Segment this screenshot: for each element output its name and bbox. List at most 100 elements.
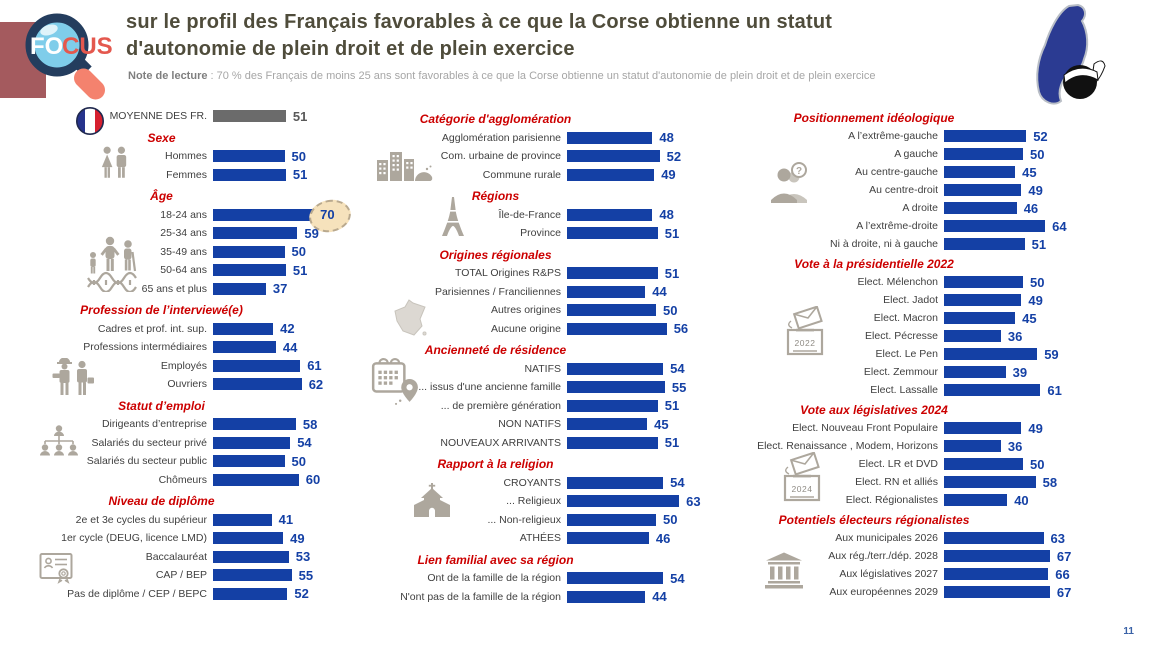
bar-value: 54 <box>670 361 685 377</box>
bar-value: 46 <box>1023 200 1039 216</box>
bar-label: Com. urbaine de province <box>440 150 561 163</box>
bar-row: ATHÉES 46 <box>366 529 701 548</box>
calendar-pin-icon <box>371 354 419 406</box>
bar <box>213 341 276 354</box>
bar-row: Elect. Nouveau Front Populaire 49 <box>746 419 1071 437</box>
bar-value: 51 <box>664 398 680 414</box>
institution-icon <box>764 552 804 589</box>
bar-row: Aux rég./terr./dép. 2028 67 <box>746 547 1071 565</box>
bar-row: 65 ans et plus 37 <box>52 280 335 299</box>
bar <box>944 384 1041 396</box>
bar-value: 58 <box>1042 474 1058 490</box>
bar <box>567 322 667 335</box>
bar <box>567 418 648 431</box>
bar <box>567 168 655 181</box>
bar <box>213 436 291 449</box>
bar <box>567 227 658 240</box>
page-title-line2: d'autonomie de plein droit et de plein e… <box>126 38 575 60</box>
column-sociodemo: MOYENNE DES FR. 51 Sexe Hommes 50 Femmes 51 Âge… <box>52 107 335 604</box>
city-icon <box>375 147 433 183</box>
bar-label: 50-64 ans <box>160 264 207 277</box>
bar-label: Dirigeants d’entreprise <box>101 418 207 431</box>
bar-row: Commune rurale 49 <box>366 166 701 185</box>
category-header-label: Profession de l’interviewé(e) <box>80 303 243 318</box>
bar-row: Ouvriers 62 <box>52 375 335 394</box>
bar-label: Salariés du secteur public <box>86 455 207 468</box>
category-header-label: Niveau de diplôme <box>108 494 215 509</box>
bar-label: Elect. RN et alliés <box>855 476 938 488</box>
bar-row: A l’extrême-droite 64 <box>746 217 1071 235</box>
reading-note-label: Note de lecture <box>128 70 208 82</box>
bar-row: Au centre-droit 49 <box>746 181 1071 199</box>
bar-value: 52 <box>1033 128 1048 144</box>
bar-row: A droite 46 <box>746 199 1071 217</box>
bar-value: 44 <box>652 284 667 300</box>
page-title-line1: sur le profil des Français favorables à … <box>126 11 833 33</box>
bar <box>567 304 656 317</box>
bar-row: Elect. Lassalle 61 <box>746 381 1071 399</box>
bar <box>944 458 1023 470</box>
bar-value: 60 <box>305 472 321 488</box>
bar-label: Agglomération parisienne <box>441 131 561 144</box>
workers-icon <box>50 358 94 398</box>
bar <box>944 148 1023 160</box>
bar-value: 36 <box>1007 328 1023 344</box>
bar-row: Agglomération parisienne 48 <box>366 129 701 148</box>
bar-label: Aux européennes 2029 <box>829 586 938 598</box>
bar-label: ... Religieux <box>506 495 561 508</box>
bar-label: Parisiennes / Franciliennes <box>434 285 561 298</box>
category-header-label: Vote à la présidentielle 2022 <box>794 257 954 271</box>
bar <box>944 220 1046 232</box>
bar-label: CAP / BEP <box>155 569 207 582</box>
bar-value: 55 <box>671 379 687 395</box>
bar-row: Au centre-gauche 45 <box>746 163 1071 181</box>
bar-row: NOUVEAUX ARRIVANTS 51 <box>366 434 701 453</box>
bar-label: NON NATIFS <box>498 418 561 431</box>
bar-label: Elect. Macron <box>873 312 938 324</box>
bar-value: 58 <box>302 416 318 432</box>
bar-value: 50 <box>1030 274 1045 290</box>
bar-row: Salariés du secteur privé 54 <box>52 434 335 453</box>
bar <box>567 436 658 449</box>
bar-row: ... de première génération 51 <box>366 397 701 416</box>
bar-row: N'ont pas de la famille de la région 44 <box>366 588 701 607</box>
bar-value: 63 <box>686 493 701 509</box>
bar <box>213 208 314 221</box>
ballot-box-2022-icon: 2022 <box>780 306 830 358</box>
column-politique: Positionnement idéologique A l’extrême-ga… <box>746 107 1071 601</box>
bar-row: Elect. RN et alliés 58 <box>746 473 1071 491</box>
category-header: Ancienneté de résidence <box>366 341 701 360</box>
bar <box>944 348 1038 360</box>
bar-label: Elect. Jadot <box>883 294 938 306</box>
bar <box>567 399 658 412</box>
bar-value: 51 <box>292 262 308 278</box>
bar <box>213 245 285 258</box>
bar-label: Elect. Le Pen <box>875 348 938 360</box>
focus-logo: FO CUS <box>16 4 120 108</box>
bar <box>567 285 646 298</box>
bar-label: Elect. LR et DVD <box>858 458 938 470</box>
category-header: Niveau de diplôme <box>52 492 335 511</box>
bar-label: 2e et 3e cycles du supérieur <box>75 513 207 526</box>
bar-label: CROYANTS <box>503 476 561 489</box>
bar-row: Salariés du secteur public 50 <box>52 452 335 471</box>
flag-france-icon <box>75 106 105 136</box>
bar-label: Île-de-France <box>498 208 561 221</box>
category-header-label: Potentiels électeurs régionalistes <box>778 513 970 527</box>
bar <box>944 568 1049 580</box>
bar-value: 55 <box>298 567 314 583</box>
bar-value: 48 <box>659 207 674 223</box>
bar-label: Ont de la famille de la région <box>427 572 561 585</box>
bar-value: 49 <box>290 530 305 546</box>
bar <box>567 381 665 394</box>
bar-label: Elect. Régionalistes <box>845 494 938 506</box>
bar-label: Aux municipales 2026 <box>835 532 938 544</box>
bar-label: N'ont pas de la famille de la région <box>400 590 561 603</box>
bar-row: Pas de diplôme / CEP / BEPC 52 <box>52 585 335 604</box>
category-header-label: Statut d’emploi <box>118 398 205 413</box>
bar-row: 50-64 ans 51 <box>52 261 335 280</box>
bar-label: 35-49 ans <box>160 245 207 258</box>
bar-value: 37 <box>272 281 288 297</box>
bar <box>944 476 1036 488</box>
bar-row: CAP / BEP 55 <box>52 566 335 585</box>
